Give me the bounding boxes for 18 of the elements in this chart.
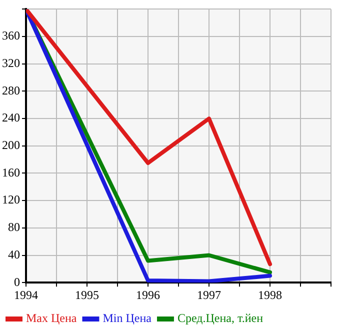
- y-tick-label: 280: [2, 83, 20, 98]
- y-tick-label: 120: [2, 192, 20, 207]
- x-tick-label: 1995: [75, 288, 99, 302]
- x-tick-label: 1994: [14, 288, 38, 302]
- y-tick-label: 320: [2, 56, 20, 70]
- x-tick-label: 1998: [258, 288, 282, 302]
- x-tick-label: 1997: [197, 288, 221, 302]
- y-tick-label: 80: [8, 220, 20, 234]
- legend-label: Сред.Цена, т.йен: [177, 311, 264, 326]
- y-tick-label: 240: [2, 110, 20, 125]
- y-tick-label: 160: [2, 165, 20, 180]
- y-tick-label: 200: [2, 138, 20, 152]
- y-tick-label: 40: [8, 247, 20, 262]
- legend-label: Max Цена: [26, 311, 78, 326]
- x-tick-label: 1996: [136, 288, 160, 302]
- legend-label: Min Цена: [102, 311, 152, 326]
- y-tick-label: 360: [2, 28, 20, 43]
- y-tick-label: 0: [14, 274, 20, 289]
